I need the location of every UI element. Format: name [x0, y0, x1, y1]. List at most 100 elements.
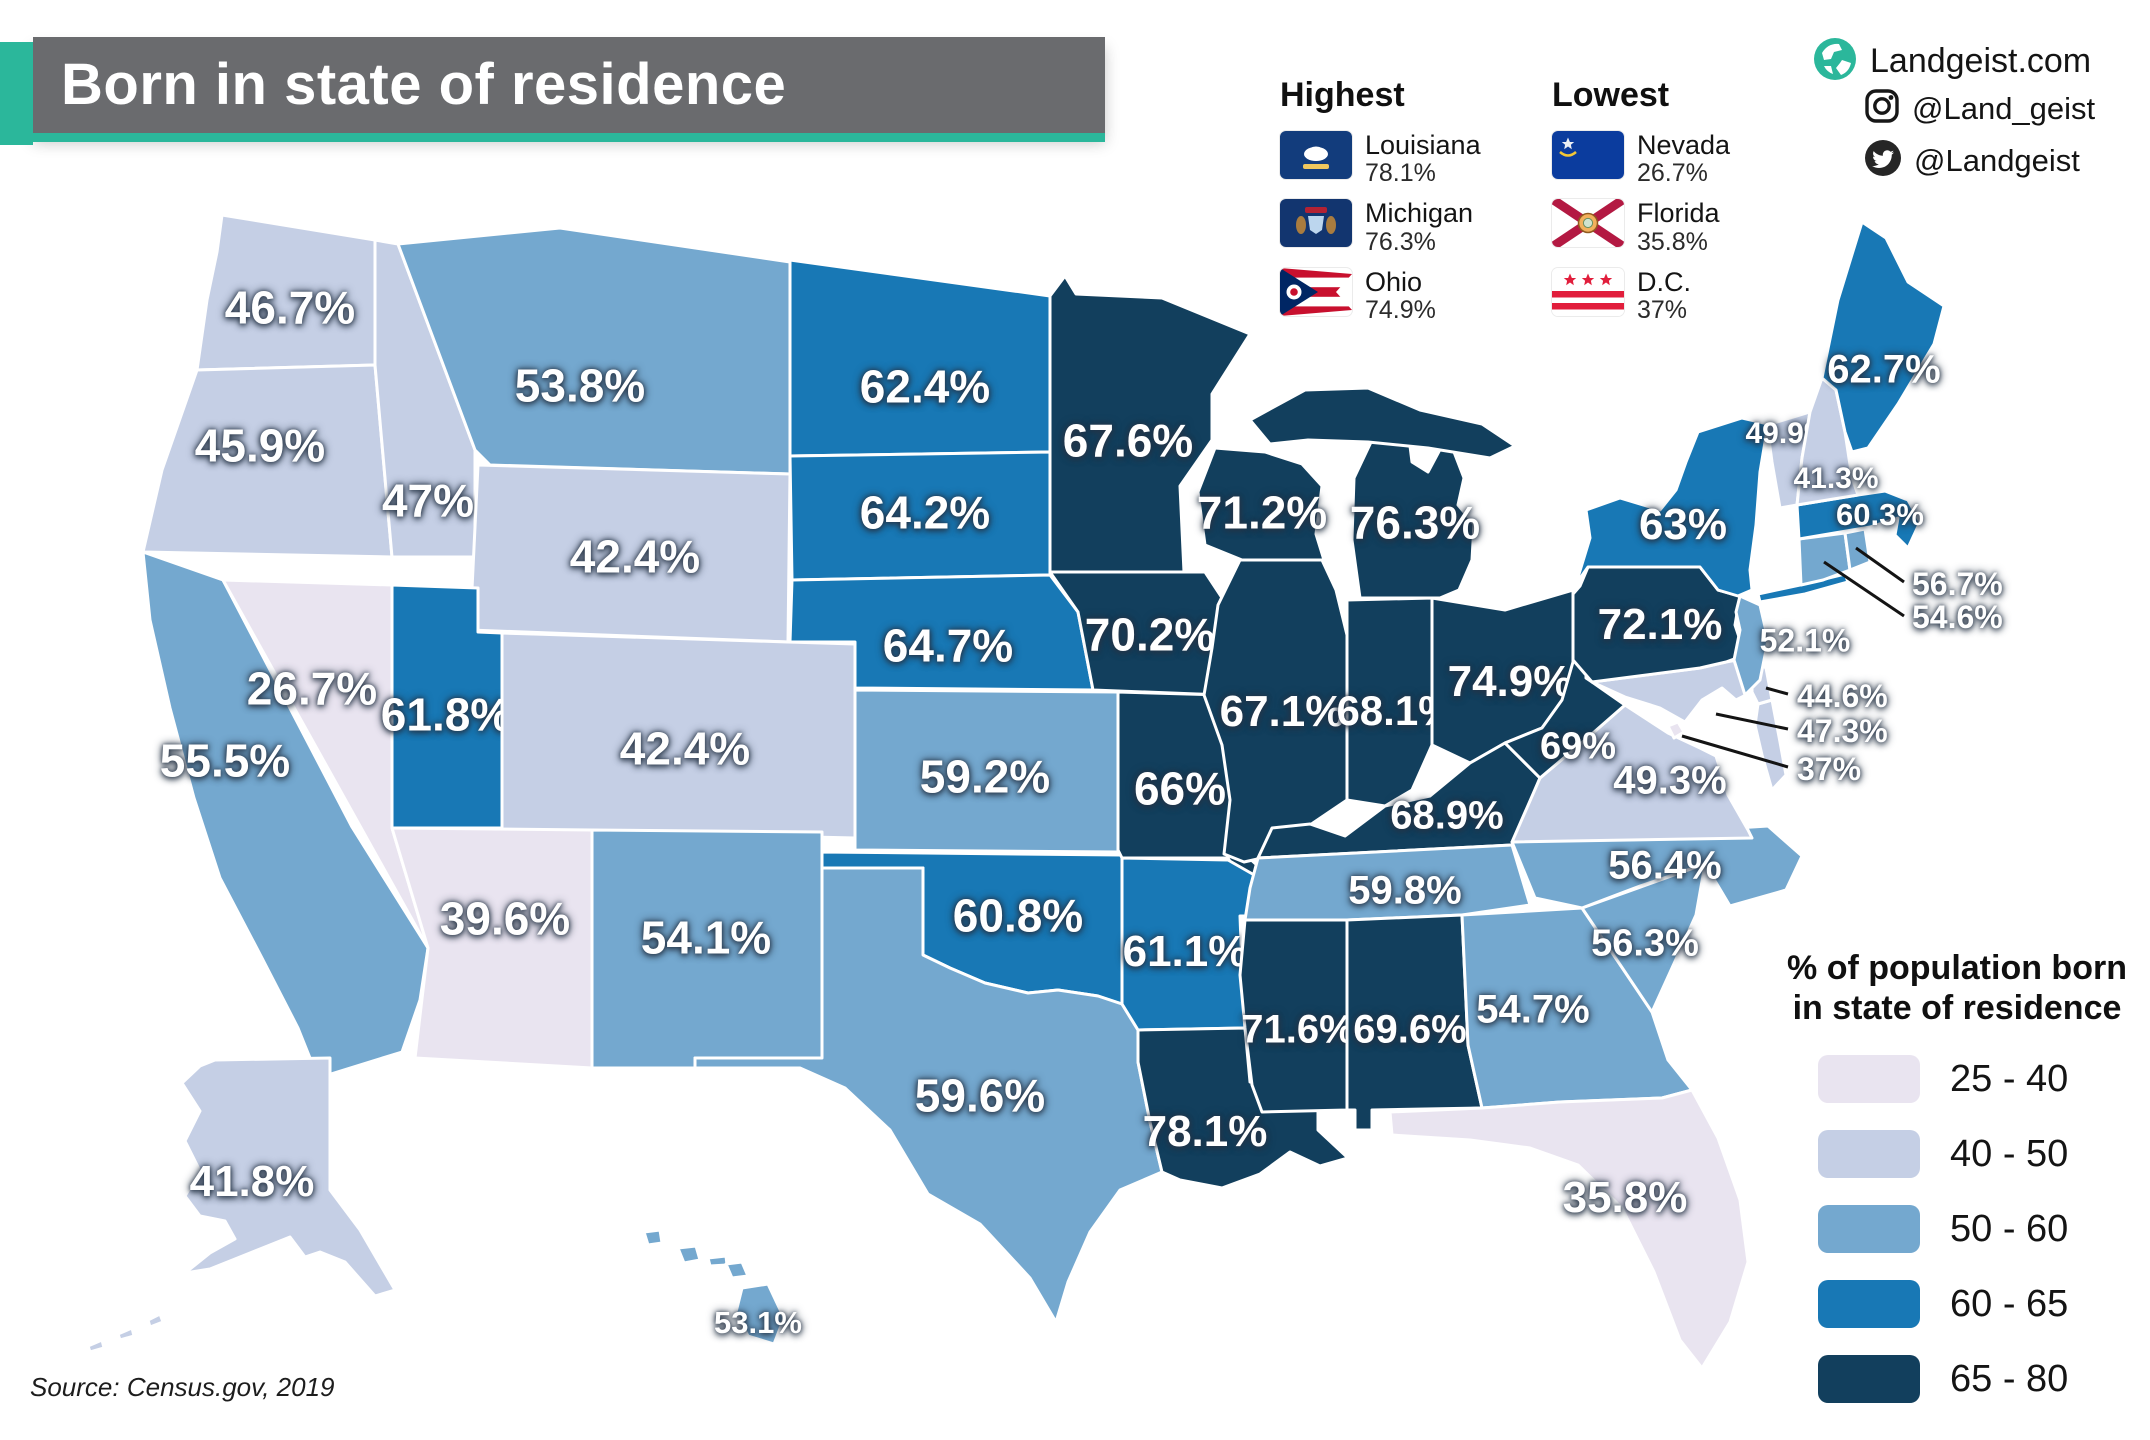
state-new-jersey: 52.1% — [1732, 594, 1850, 697]
legend-range-label: 60 - 65 — [1950, 1282, 2069, 1325]
state-label-montana: 53.8% — [515, 360, 645, 412]
legend-row-4: 60 - 65 — [1818, 1280, 2146, 1329]
state-idaho: 47% — [373, 238, 477, 559]
state-shape-alaska — [86, 1338, 106, 1354]
state-maryland: 47.3% — [1590, 656, 1888, 792]
state-massachusetts: 60.3% — [1795, 489, 1924, 550]
state-alaska: 41.8% — [86, 1056, 397, 1354]
state-label-north-carolina: 56.4% — [1608, 843, 1721, 887]
twitter-handle: @Landgeist — [1914, 142, 2080, 178]
state-oregon: 45.9% — [141, 363, 394, 559]
state-michigan: 76.3% — [1248, 386, 1517, 600]
extremes-panel: Highest Louisiana 78.1% Michigan 76.3% Ohio 7… — [1280, 76, 1742, 336]
state-label-georgia: 54.7% — [1476, 987, 1589, 1031]
legend-swatch-4 — [1818, 1280, 1920, 1329]
state-washington: 46.7% — [195, 213, 377, 372]
extreme-state-name: D.C. — [1637, 266, 1691, 297]
title-underline — [33, 133, 1105, 142]
state-label-connecticut: 54.6% — [1912, 599, 2003, 635]
state-label-tennessee: 59.8% — [1348, 868, 1461, 912]
state-label-maine: 62.7% — [1827, 347, 1940, 391]
state-shape-arkansas — [1120, 856, 1260, 1032]
state-label-maryland: 47.3% — [1797, 713, 1888, 749]
state-shape-north-dakota — [788, 258, 1052, 458]
legend-swatch-2 — [1818, 1130, 1920, 1179]
legend-range-label: 40 - 50 — [1950, 1132, 2069, 1175]
state-label-west-virginia: 69% — [1540, 726, 1616, 768]
state-texas: 59.6% — [693, 866, 1164, 1324]
state-shape-new-jersey — [1732, 594, 1770, 697]
lowest-heading: Lowest — [1552, 76, 1670, 114]
state-shape-hawaii — [642, 1228, 664, 1247]
state-label-massachusetts: 60.3% — [1836, 497, 1924, 532]
state-shape-michigan — [1248, 386, 1517, 460]
legend-range-label: 25 - 40 — [1950, 1057, 2069, 1100]
state-shape-hawaii — [724, 1260, 750, 1280]
state-label-colorado: 42.4% — [620, 723, 750, 775]
state-shape-hawaii — [676, 1244, 702, 1265]
state-label-pennsylvania: 72.1% — [1598, 600, 1723, 649]
instagram-handle: @Land_geist — [1912, 90, 2096, 126]
extreme-row-louisiana: Louisiana 78.1% — [1280, 131, 1481, 188]
dc-flag — [1552, 267, 1624, 316]
state-label-missouri: 66% — [1134, 763, 1226, 815]
state-arkansas: 61.1% — [1120, 856, 1260, 1032]
state-new-york: 63% — [1574, 416, 1850, 604]
state-label-new-mexico: 54.1% — [641, 912, 771, 964]
extreme-state-name: Louisiana — [1365, 130, 1481, 160]
legend-title-line1: % of population born — [1787, 949, 2127, 987]
extreme-state-value: 78.1% — [1365, 159, 1436, 188]
legend-swatch-5 — [1818, 1355, 1920, 1404]
state-d-c: 37% — [1666, 720, 1861, 787]
state-label-california: 55.5% — [160, 735, 290, 787]
state-west-virginia: 69% — [1503, 638, 1627, 780]
extreme-row-florida: Florida 35.8% — [1552, 199, 1742, 256]
state-shape-alaska — [116, 1326, 136, 1342]
state-shape-alaska — [180, 1056, 397, 1298]
state-shape-maine — [1820, 220, 1946, 454]
callout-line-delaware — [1765, 686, 1789, 696]
callout-line-maryland — [1715, 712, 1789, 731]
legend-row-1: 25 - 40 — [1818, 1055, 2146, 1104]
twitter-icon — [1864, 139, 1902, 182]
state-nevada: 26.7% — [221, 578, 430, 950]
state-label-ohio: 74.9% — [1448, 657, 1573, 706]
highest-column: Highest Louisiana 78.1% Michigan 76.3% Ohio 7… — [1280, 76, 1481, 336]
state-label-nevada: 26.7% — [247, 663, 377, 715]
legend-row-5: 65 - 80 — [1818, 1355, 2146, 1404]
state-label-kansas: 59.2% — [920, 751, 1050, 803]
state-kentucky: 68.9% — [1256, 741, 1542, 860]
state-shape-alaska — [146, 1312, 165, 1329]
legend-row-2: 40 - 50 — [1818, 1130, 2146, 1179]
state-label-washington: 46.7% — [225, 282, 355, 334]
state-shape-hawaii — [706, 1254, 729, 1268]
state-label-mississippi: 71.6% — [1241, 1007, 1354, 1051]
extreme-state-name: Michigan — [1365, 198, 1474, 229]
legend-row-3: 50 - 60 — [1818, 1205, 2146, 1254]
state-label-arkansas: 61.1% — [1123, 927, 1248, 976]
state-illinois: 67.1% — [1202, 558, 1349, 864]
state-label-oklahoma: 60.8% — [953, 890, 1083, 942]
state-shape-north-carolina — [1510, 824, 1804, 910]
state-label-wyoming: 42.4% — [570, 531, 700, 583]
extreme-state-name: Nevada — [1637, 130, 1731, 160]
state-label-michigan: 76.3% — [1350, 497, 1480, 549]
state-maine: 62.7% — [1820, 220, 1946, 454]
state-tennessee: 59.8% — [1243, 843, 1532, 922]
legend-title: % of population born in state of residen… — [1768, 948, 2146, 1028]
state-shape-illinois — [1202, 558, 1349, 864]
extreme-state-name: Florida — [1637, 198, 1720, 229]
state-label-texas: 59.6% — [915, 1070, 1045, 1122]
state-label-rhode-island: 56.7% — [1912, 566, 2003, 602]
extreme-state-value: 76.3% — [1365, 227, 1436, 256]
legend-title-line2: in state of residence — [1792, 989, 2122, 1028]
state-label-south-carolina: 56.3% — [1591, 923, 1699, 965]
state-label-wisconsin: 71.2% — [1197, 487, 1327, 539]
louisiana-flag — [1280, 131, 1352, 179]
legend-swatch-3 — [1818, 1205, 1920, 1254]
extreme-row-nevada: Nevada 26.7% — [1552, 131, 1742, 188]
extreme-state-value: 35.8% — [1637, 227, 1708, 256]
state-label-new-hampshire: 41.3% — [1793, 462, 1878, 495]
